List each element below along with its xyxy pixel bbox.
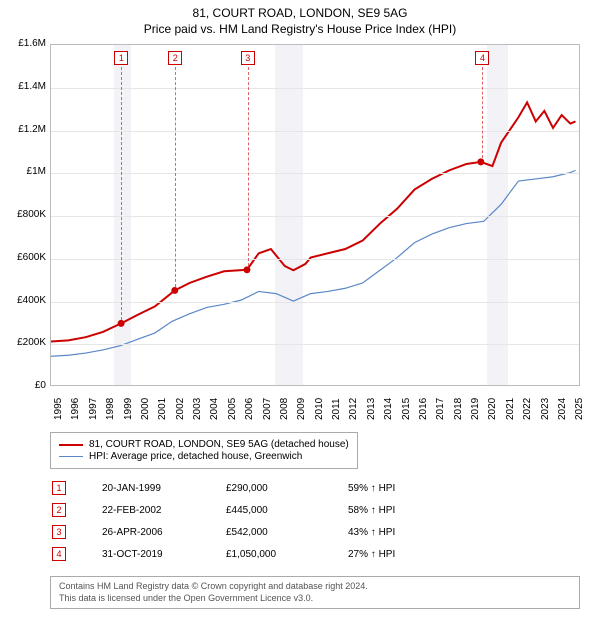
x-tick-label: 2016 [418, 398, 429, 420]
chart-svg [51, 45, 579, 385]
table-row: 2 22-FEB-2002£445,00058% ↑ HPI [52, 500, 448, 520]
x-tick-label: 2021 [505, 398, 516, 420]
legend-swatch-2 [59, 456, 83, 457]
gridline [51, 131, 579, 132]
table-row: 1 20-JAN-1999£290,00059% ↑ HPI [52, 478, 448, 498]
table-row: 4 31-OCT-2019£1,050,00027% ↑ HPI [52, 544, 448, 564]
x-tick-label: 2002 [175, 398, 186, 420]
event-date: 31-OCT-2019 [84, 544, 224, 564]
footer: Contains HM Land Registry data © Crown c… [50, 576, 580, 609]
y-tick-label: £600K [0, 252, 46, 263]
chart-subtitle: Price paid vs. HM Land Registry's House … [0, 22, 600, 36]
event-marker: 4 [52, 547, 66, 561]
legend-swatch-1 [59, 444, 83, 446]
event-price: £290,000 [226, 478, 346, 498]
event-marker: 2 [52, 503, 66, 517]
event-date: 26-APR-2006 [84, 522, 224, 542]
x-tick-label: 2009 [296, 398, 307, 420]
x-tick-label: 2024 [557, 398, 568, 420]
legend-item-2: HPI: Average price, detached house, Gree… [59, 451, 349, 462]
y-tick-label: £800K [0, 209, 46, 220]
gridline [51, 216, 579, 217]
marker-flag: 2 [168, 51, 182, 65]
marker-flag: 4 [475, 51, 489, 65]
y-tick-label: £1.2M [0, 124, 46, 135]
gridline [51, 173, 579, 174]
x-tick-label: 2005 [227, 398, 238, 420]
y-tick-label: £200K [0, 337, 46, 348]
legend-label-1: 81, COURT ROAD, LONDON, SE9 5AG (detache… [89, 439, 349, 450]
event-date: 22-FEB-2002 [84, 500, 224, 520]
titles: 81, COURT ROAD, LONDON, SE9 5AG Price pa… [0, 0, 600, 36]
x-tick-label: 1995 [53, 398, 64, 420]
chart-title: 81, COURT ROAD, LONDON, SE9 5AG [0, 6, 600, 20]
event-pct: 58% ↑ HPI [348, 500, 448, 520]
y-axis: £0£200K£400K£600K£800K£1M£1.2M£1.4M£1.6M [0, 44, 48, 386]
x-tick-label: 2000 [140, 398, 151, 420]
x-tick-label: 2023 [540, 398, 551, 420]
table-row: 3 26-APR-2006£542,00043% ↑ HPI [52, 522, 448, 542]
event-pct: 43% ↑ HPI [348, 522, 448, 542]
x-tick-label: 2017 [435, 398, 446, 420]
marker-line [482, 67, 483, 163]
property-line [51, 102, 576, 341]
x-tick-label: 2012 [348, 398, 359, 420]
legend: 81, COURT ROAD, LONDON, SE9 5AG (detache… [50, 432, 358, 469]
y-tick-label: £400K [0, 295, 46, 306]
x-tick-label: 2010 [314, 398, 325, 420]
event-marker: 1 [52, 481, 66, 495]
y-tick-label: £1.4M [0, 81, 46, 92]
x-tick-label: 2001 [157, 398, 168, 420]
marker-line [248, 67, 249, 271]
event-marker: 3 [52, 525, 66, 539]
event-price: £445,000 [226, 500, 346, 520]
chart-container: 81, COURT ROAD, LONDON, SE9 5AG Price pa… [0, 0, 600, 620]
legend-item-1: 81, COURT ROAD, LONDON, SE9 5AG (detache… [59, 439, 349, 450]
y-tick-label: £1M [0, 166, 46, 177]
footer-line-1: Contains HM Land Registry data © Crown c… [59, 581, 571, 593]
legend-label-2: HPI: Average price, detached house, Gree… [89, 451, 302, 462]
gridline [51, 259, 579, 260]
x-tick-label: 2007 [262, 398, 273, 420]
x-tick-label: 2011 [331, 398, 342, 420]
x-tick-label: 2003 [192, 398, 203, 420]
event-date: 20-JAN-1999 [84, 478, 224, 498]
x-tick-label: 1996 [70, 398, 81, 420]
y-tick-label: £0 [0, 380, 46, 391]
gridline [51, 88, 579, 89]
plot-area: 1 2 3 4 [50, 44, 580, 386]
marker-flag: 3 [241, 51, 255, 65]
hpi-line [51, 170, 576, 356]
x-tick-label: 1998 [105, 398, 116, 420]
x-tick-label: 2025 [574, 398, 585, 420]
event-price: £542,000 [226, 522, 346, 542]
x-tick-label: 1999 [123, 398, 134, 420]
x-tick-label: 2013 [366, 398, 377, 420]
x-axis: 1995 1996 1997 1998 1999 2000 2001 2002 2003 2004… [50, 388, 580, 426]
x-tick-label: 2020 [487, 398, 498, 420]
x-tick-label: 1997 [88, 398, 99, 420]
x-tick-label: 2015 [401, 398, 412, 420]
x-tick-label: 2008 [279, 398, 290, 420]
x-tick-label: 2006 [244, 398, 255, 420]
marker-line [175, 67, 176, 292]
gridline [51, 344, 579, 345]
x-tick-label: 2004 [209, 398, 220, 420]
event-pct: 27% ↑ HPI [348, 544, 448, 564]
marker-line [121, 67, 122, 325]
event-pct: 59% ↑ HPI [348, 478, 448, 498]
y-tick-label: £1.6M [0, 38, 46, 49]
x-tick-label: 2018 [453, 398, 464, 420]
x-tick-label: 2022 [522, 398, 533, 420]
x-tick-label: 2019 [470, 398, 481, 420]
x-tick-label: 2014 [383, 398, 394, 420]
marker-flag: 1 [114, 51, 128, 65]
events-table: 1 20-JAN-1999£290,00059% ↑ HPI 2 22-FEB-200… [50, 476, 450, 566]
gridline [51, 302, 579, 303]
event-price: £1,050,000 [226, 544, 346, 564]
footer-line-2: This data is licensed under the Open Gov… [59, 593, 571, 605]
